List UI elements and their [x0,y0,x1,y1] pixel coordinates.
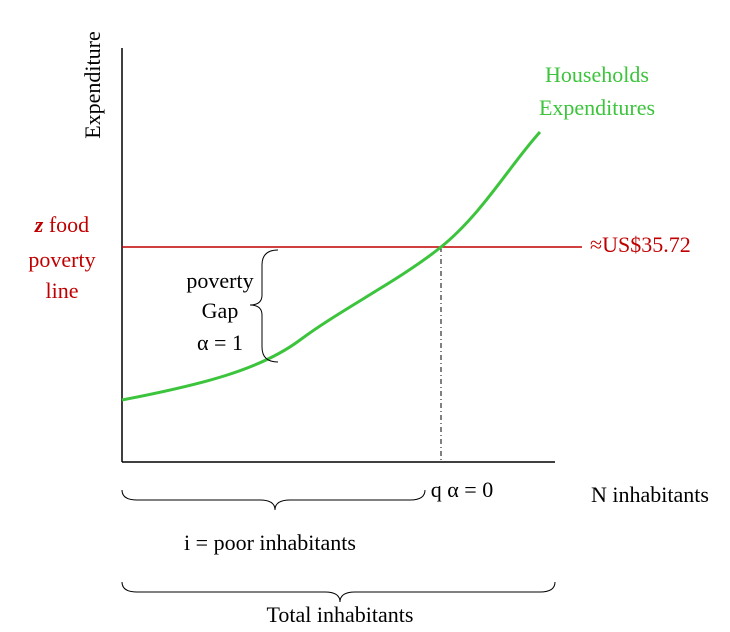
gap-brace [249,249,279,363]
total-brace [121,581,556,603]
poverty-line-label: z food [34,212,89,237]
q-label: q α = 0 [431,477,493,502]
poverty-line-label: line [46,278,79,303]
symbol: z [34,212,44,237]
x-axis-label: N inhabitants [591,482,709,507]
gap-label: poverty [186,268,253,293]
y-axis-label: Expenditure [80,31,105,139]
gap-label: Gap [202,298,239,323]
poor-brace [121,489,426,511]
expenditure-curve [121,130,542,402]
curve-label: Expenditures [539,95,655,120]
curve-label: Households [545,62,649,87]
gap-label: α = 1 [197,330,243,355]
total-label: Total inhabitants [267,602,414,627]
text: food [43,212,89,237]
poverty-value: ≈US$35.72 [590,232,691,257]
poor-label: i = poor inhabitants [184,530,356,555]
poverty-line-label: poverty [28,247,95,272]
